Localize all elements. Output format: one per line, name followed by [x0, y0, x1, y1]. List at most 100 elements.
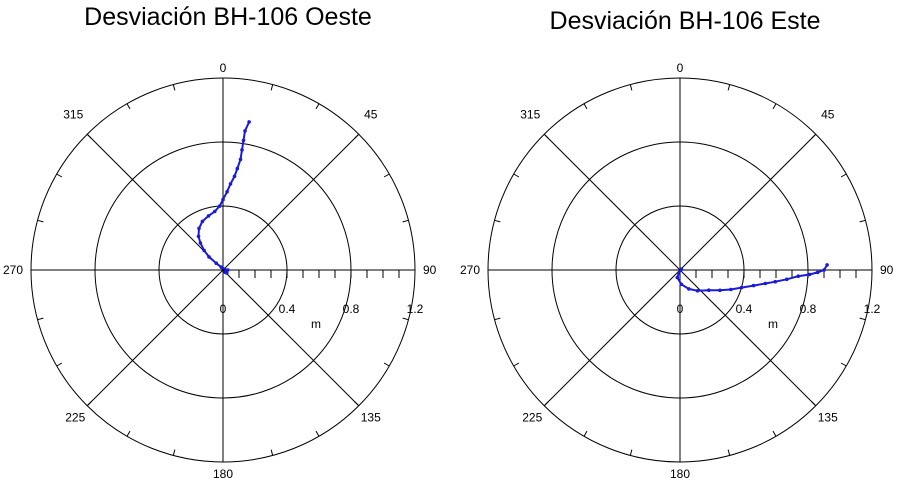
- angle-tick-mark: [270, 84, 274, 91]
- data-point: [807, 272, 812, 277]
- angle-tick-mark: [583, 430, 588, 437]
- deviation-line: [197, 121, 251, 275]
- data-point: [200, 219, 205, 224]
- grid-spoke: [543, 133, 681, 271]
- angle-tick-mark: [859, 219, 866, 223]
- data-point: [679, 282, 684, 287]
- data-point: [718, 288, 722, 293]
- angle-tick-mark: [543, 133, 549, 139]
- grid: [30, 77, 416, 463]
- angle-tick-mark: [56, 362, 63, 367]
- angle-tick-label: 0: [220, 61, 227, 75]
- angle-tick-mark: [354, 133, 360, 139]
- data-point: [687, 287, 691, 291]
- data-point: [226, 268, 230, 272]
- angle-tick-mark: [811, 401, 817, 407]
- data-point: [225, 189, 229, 194]
- radial-tick-label: 0: [677, 302, 684, 316]
- angle-tick-mark: [172, 84, 176, 91]
- data-point: [679, 267, 684, 272]
- data-point: [825, 263, 829, 267]
- angle-tick-label: 180: [213, 467, 233, 481]
- data-point: [214, 261, 218, 266]
- data-point: [675, 275, 680, 280]
- angle-tick-mark: [37, 317, 44, 321]
- angle-tick-mark: [629, 84, 633, 91]
- polar-plot: 0 45 90 135 180 225 270 315 0 0.4 0.8 1.2 m: [3, 61, 437, 481]
- angle-tick-mark: [859, 317, 866, 321]
- angle-tick-mark: [354, 401, 360, 407]
- angle-tick-label: 90: [880, 263, 894, 277]
- grid-spoke: [86, 269, 224, 407]
- grid-spoke: [222, 133, 360, 271]
- angle-tick-label: 225: [65, 411, 85, 425]
- grid-spoke: [679, 133, 817, 271]
- data-point: [235, 166, 240, 171]
- angle-tick-mark: [402, 317, 409, 321]
- angle-tick-mark: [727, 449, 731, 456]
- angle-tick-label: 135: [361, 411, 381, 425]
- radial-tick-label: 0.8: [343, 302, 360, 316]
- angle-tick-label: 0: [677, 61, 684, 75]
- angle-tick-label: 315: [520, 107, 540, 121]
- angle-tick-mark: [772, 430, 777, 437]
- angle-tick-label: 45: [821, 107, 835, 121]
- angle-tick-mark: [37, 219, 44, 223]
- data-point: [198, 241, 203, 245]
- angle-tick-label: 270: [3, 263, 23, 277]
- angle-tick-mark: [172, 449, 176, 456]
- angle-tick-mark: [494, 317, 501, 321]
- data-point: [796, 274, 800, 279]
- angle-tick-mark: [811, 133, 817, 139]
- data-point: [228, 182, 233, 186]
- radial-tick-label: 1.2: [864, 302, 881, 316]
- angle-tick-mark: [840, 173, 847, 178]
- angle-tick-mark: [583, 103, 588, 110]
- grid: [487, 77, 873, 463]
- grid-spoke: [222, 269, 360, 407]
- data-point: [695, 289, 700, 293]
- polar-chart-este: Desviación BH-106 Este 0 45 90 135 180 225 270…: [457, 0, 913, 489]
- angle-tick-mark: [56, 173, 63, 178]
- radial-axis-label: m: [311, 317, 321, 331]
- angle-tick-mark: [840, 362, 847, 367]
- angle-tick-mark: [772, 103, 777, 110]
- data-point: [196, 234, 201, 239]
- data-point: [247, 120, 251, 124]
- radial-tick-label: 0.4: [279, 302, 296, 316]
- angle-tick-mark: [513, 173, 520, 178]
- data-point: [240, 148, 244, 152]
- data-point: [773, 279, 778, 284]
- data-point: [238, 157, 243, 162]
- data-point: [202, 248, 206, 253]
- data-point: [213, 209, 217, 214]
- angle-tick-mark: [315, 430, 320, 437]
- data-point: [206, 214, 211, 218]
- angle-tick-mark: [86, 401, 92, 407]
- data-point: [739, 285, 744, 290]
- angle-tick-mark: [513, 362, 520, 367]
- angle-tick-mark: [402, 219, 409, 223]
- data-point: [217, 204, 222, 208]
- angle-tick-mark: [543, 401, 549, 407]
- data-point: [241, 138, 246, 143]
- chart-title: Desviación BH-106 Este: [549, 7, 821, 35]
- angle-tick-mark: [494, 219, 501, 223]
- data-point: [219, 265, 224, 270]
- data-point: [707, 288, 711, 293]
- grid-spoke: [86, 133, 224, 271]
- angle-tick-label: 225: [522, 411, 542, 425]
- angle-tick-mark: [270, 449, 274, 456]
- radial-tick-label: 1.2: [407, 302, 424, 316]
- radial-tick-label: 0.8: [800, 302, 817, 316]
- angle-tick-mark: [86, 133, 92, 139]
- chart-title: Desviación BH-106 Oeste: [84, 3, 372, 31]
- data-point: [815, 270, 820, 275]
- data-point: [243, 129, 247, 133]
- data-point: [729, 287, 733, 292]
- angle-tick-mark: [315, 103, 320, 110]
- data-point: [751, 283, 756, 288]
- angle-tick-mark: [126, 103, 131, 110]
- data-point: [197, 226, 201, 231]
- angle-tick-mark: [383, 173, 390, 178]
